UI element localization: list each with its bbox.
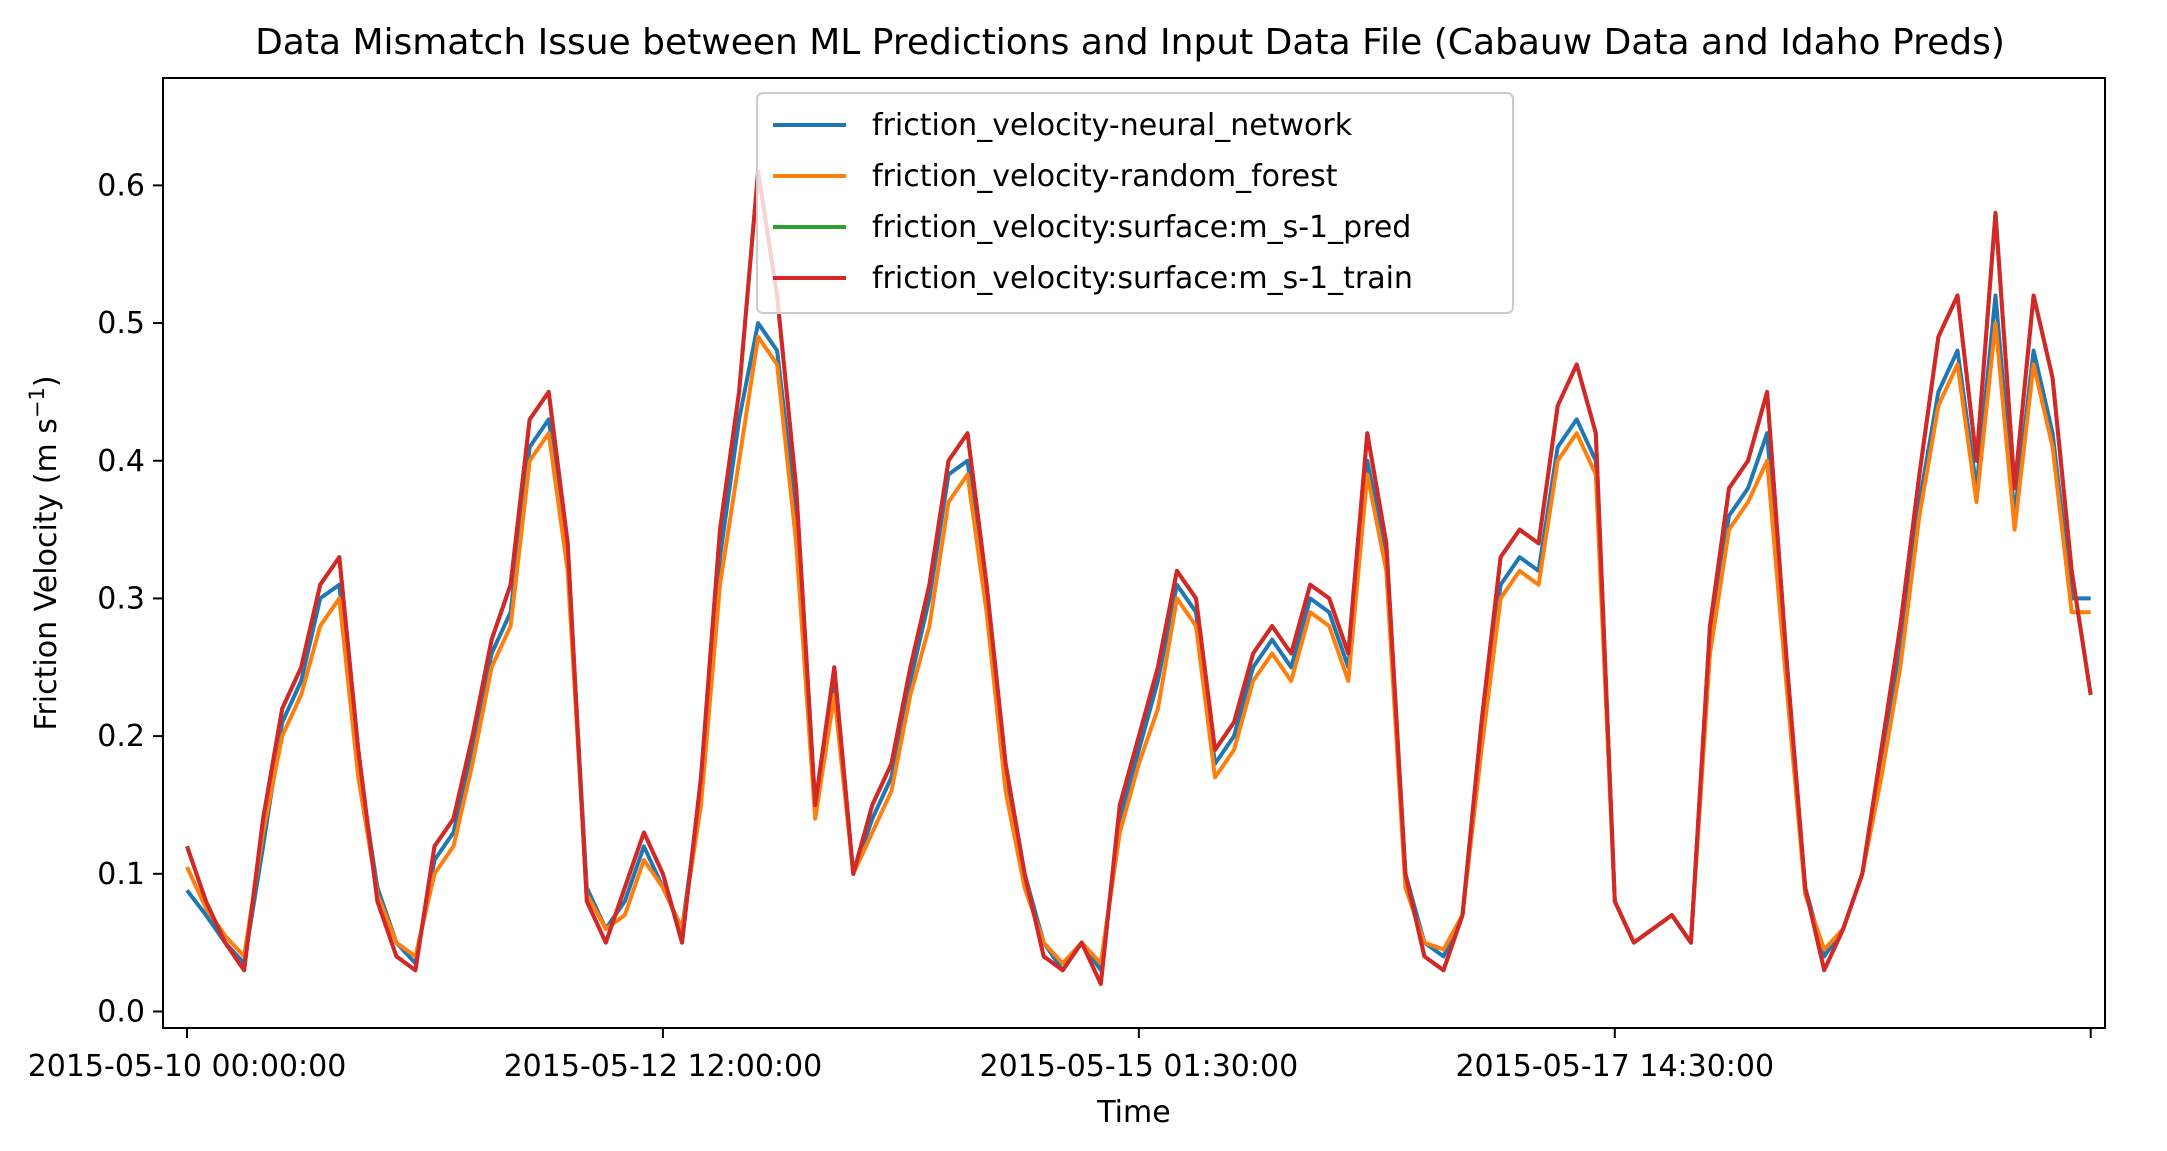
y-axis-label-main: Friction Velocity (m s <box>29 418 64 731</box>
legend: friction_velocity-neural_network friction… <box>756 92 1514 314</box>
x-axis: 2015-05-10 00:00:00 2015-05-12 12:00:00 20… <box>28 1028 2092 1084</box>
x-axis-label: Time <box>1096 1095 1170 1130</box>
plot-frame <box>162 77 2106 1029</box>
y-tick-label: 0.6 <box>97 168 145 203</box>
x-tick-label: 2015-05-17 14:30:00 <box>1455 1049 1774 1084</box>
y-tick-label: 0.0 <box>97 994 145 1029</box>
y-tick-label: 0.3 <box>97 581 145 616</box>
y-tick-label: 0.5 <box>97 306 145 341</box>
x-tick-label: 2015-05-10 00:00:00 <box>28 1049 347 1084</box>
x-tick-label: 2015-05-15 01:30:00 <box>980 1049 1299 1084</box>
legend-box <box>756 92 1514 314</box>
legend-label: friction_velocity:surface:m_s-1_pred <box>872 210 1411 245</box>
y-tick-label: 0.1 <box>97 857 145 892</box>
legend-label: friction_velocity:surface:m_s-1_train <box>872 261 1413 296</box>
series-line-2 <box>185 321 2091 966</box>
y-axis: 0.0 0.1 0.2 0.3 0.4 0.5 0.6 <box>97 168 163 1029</box>
chart-title: Data Mismatch Issue between ML Predictio… <box>255 22 2005 63</box>
plot-lines <box>185 169 2093 986</box>
legend-label: friction_velocity-neural_network <box>872 108 1353 143</box>
y-axis-label-exponent: −1 <box>25 387 49 418</box>
y-axis-label-tail: ) <box>29 375 64 387</box>
y-axis-label: Friction Velocity (m s−1) <box>25 375 64 730</box>
x-tick-label: 2015-05-12 12:00:00 <box>504 1049 823 1084</box>
y-tick-label: 0.4 <box>97 444 145 479</box>
series-line-4 <box>185 169 2093 986</box>
legend-label: friction_velocity-random_forest <box>872 159 1338 194</box>
y-tick-label: 0.2 <box>97 719 145 754</box>
